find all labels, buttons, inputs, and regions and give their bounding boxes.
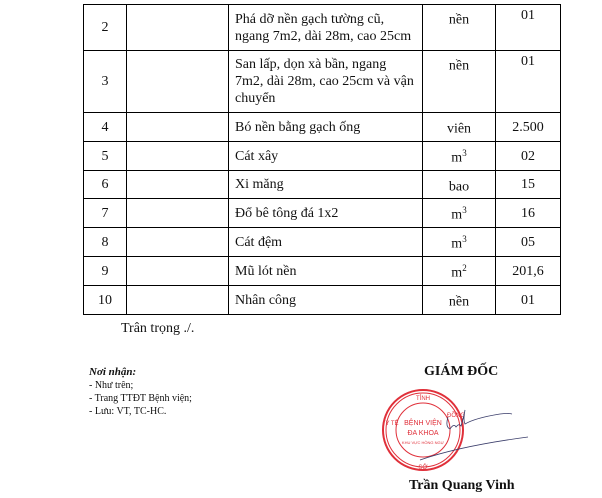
- empty-cell: [126, 227, 229, 257]
- empty-cell: [126, 4, 229, 51]
- row-number: 3: [83, 50, 127, 113]
- recipient-item: - Như trên;: [89, 380, 134, 391]
- signer-title: GIÁM ĐỐC: [424, 364, 499, 379]
- item-quantity: 15: [495, 170, 561, 199]
- svg-text:TỈNH: TỈNH: [416, 395, 430, 402]
- item-quantity: 05: [495, 227, 561, 257]
- recipients-heading: Nơi nhận:: [89, 366, 137, 378]
- empty-cell: [126, 112, 229, 142]
- svg-text:SỞ: SỞ: [418, 464, 427, 471]
- row-number: 6: [83, 170, 127, 199]
- svg-text:Y TẾ: Y TẾ: [385, 420, 398, 427]
- item-description: San lấp, dọn xà bần, ngang 7m2, dài 28m,…: [228, 50, 423, 113]
- item-unit: nền: [422, 4, 496, 51]
- item-quantity: 16: [495, 198, 561, 228]
- row-number: 7: [83, 198, 127, 228]
- recipient-item: - Lưu: VT, TC-HC.: [89, 406, 167, 417]
- empty-cell: [126, 256, 229, 286]
- item-quantity: 02: [495, 141, 561, 171]
- table-row: 2 Phá dỡ nền gạch tường cũ, ngang 7m2, dà…: [83, 4, 561, 51]
- table-row: 6 Xi măng bao 15: [83, 170, 561, 199]
- svg-text:BỆNH VIỆN: BỆNH VIỆN: [404, 418, 442, 427]
- svg-text:ĐỒNG: ĐỒNG: [447, 412, 465, 419]
- item-unit: m3: [422, 141, 496, 171]
- item-quantity: 01: [495, 4, 561, 51]
- table-row: 7 Đổ bê tông đá 1x2 m3 16: [83, 198, 561, 228]
- row-number: 8: [83, 227, 127, 257]
- official-stamp: TỈNH SỞ Y TẾ ĐỒNG BỆNH VIỆN ĐA KHOA KHU …: [382, 389, 529, 471]
- row-number: 2: [83, 4, 127, 51]
- row-number: 4: [83, 112, 127, 142]
- item-description: Mũ lót nền: [228, 256, 423, 286]
- table-row: 5 Cát xây m3 02: [83, 141, 561, 171]
- item-description: Phá dỡ nền gạch tường cũ, ngang 7m2, dài…: [228, 4, 423, 51]
- empty-cell: [126, 170, 229, 199]
- empty-cell: [126, 198, 229, 228]
- table-row: 8 Cát đệm m3 05: [83, 227, 561, 257]
- item-unit: nền: [422, 285, 496, 315]
- item-quantity: 01: [495, 285, 561, 315]
- handwritten-signature: [419, 409, 529, 461]
- item-description: Cát xây: [228, 141, 423, 171]
- item-unit: viên: [422, 112, 496, 142]
- item-quantity: 2.500: [495, 112, 561, 142]
- svg-text:KHU VỰC HỒNG NGỰ: KHU VỰC HỒNG NGỰ: [402, 440, 445, 445]
- table-row: 3 San lấp, dọn xà bần, ngang 7m2, dài 28m…: [83, 50, 561, 113]
- table-row: 4 Bó nền bằng gạch ống viên 2.500: [83, 112, 561, 142]
- item-description: Nhân công: [228, 285, 423, 315]
- recipient-item: - Trang TTĐT Bệnh viện;: [89, 393, 192, 404]
- closing-text: Trân trọng ./.: [121, 321, 195, 336]
- item-description: Cát đệm: [228, 227, 423, 257]
- materials-table: 2 Phá dỡ nền gạch tường cũ, ngang 7m2, dà…: [83, 4, 561, 315]
- item-unit: bao: [422, 170, 496, 199]
- empty-cell: [126, 285, 229, 315]
- item-description: Bó nền bằng gạch ống: [228, 112, 423, 142]
- svg-text:ĐA KHOA: ĐA KHOA: [407, 430, 438, 437]
- recipients: Nơi nhận: - Như trên; - Trang TTĐT Bệnh …: [89, 366, 192, 418]
- item-description: Đổ bê tông đá 1x2: [228, 198, 423, 228]
- item-unit: nền: [422, 50, 496, 113]
- item-unit: m3: [422, 198, 496, 228]
- signer-name: Trần Quang Vinh: [409, 478, 515, 493]
- table-row: 9 Mũ lót nền m2 201,6: [83, 256, 561, 286]
- row-number: 9: [83, 256, 127, 286]
- row-number: 10: [83, 285, 127, 315]
- item-unit: m3: [422, 227, 496, 257]
- table-row: 10 Nhân công nền 01: [83, 285, 561, 315]
- item-quantity: 01: [495, 50, 561, 113]
- empty-cell: [126, 50, 229, 113]
- item-quantity: 201,6: [495, 256, 561, 286]
- empty-cell: [126, 141, 229, 171]
- item-description: Xi măng: [228, 170, 423, 199]
- item-unit: m2: [422, 256, 496, 286]
- row-number: 5: [83, 141, 127, 171]
